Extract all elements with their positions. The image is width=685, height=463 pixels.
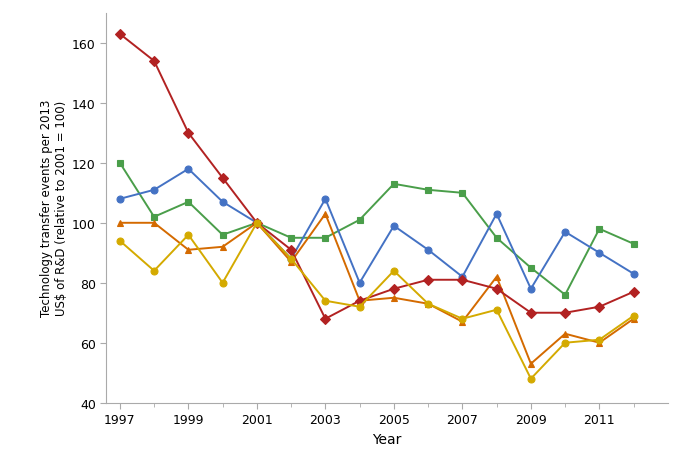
Y-axis label: Technology transfer events per 2013
US$ of R&D (relative to 2001 = 100): Technology transfer events per 2013 US$ … [40, 100, 68, 317]
X-axis label: Year: Year [373, 432, 401, 446]
